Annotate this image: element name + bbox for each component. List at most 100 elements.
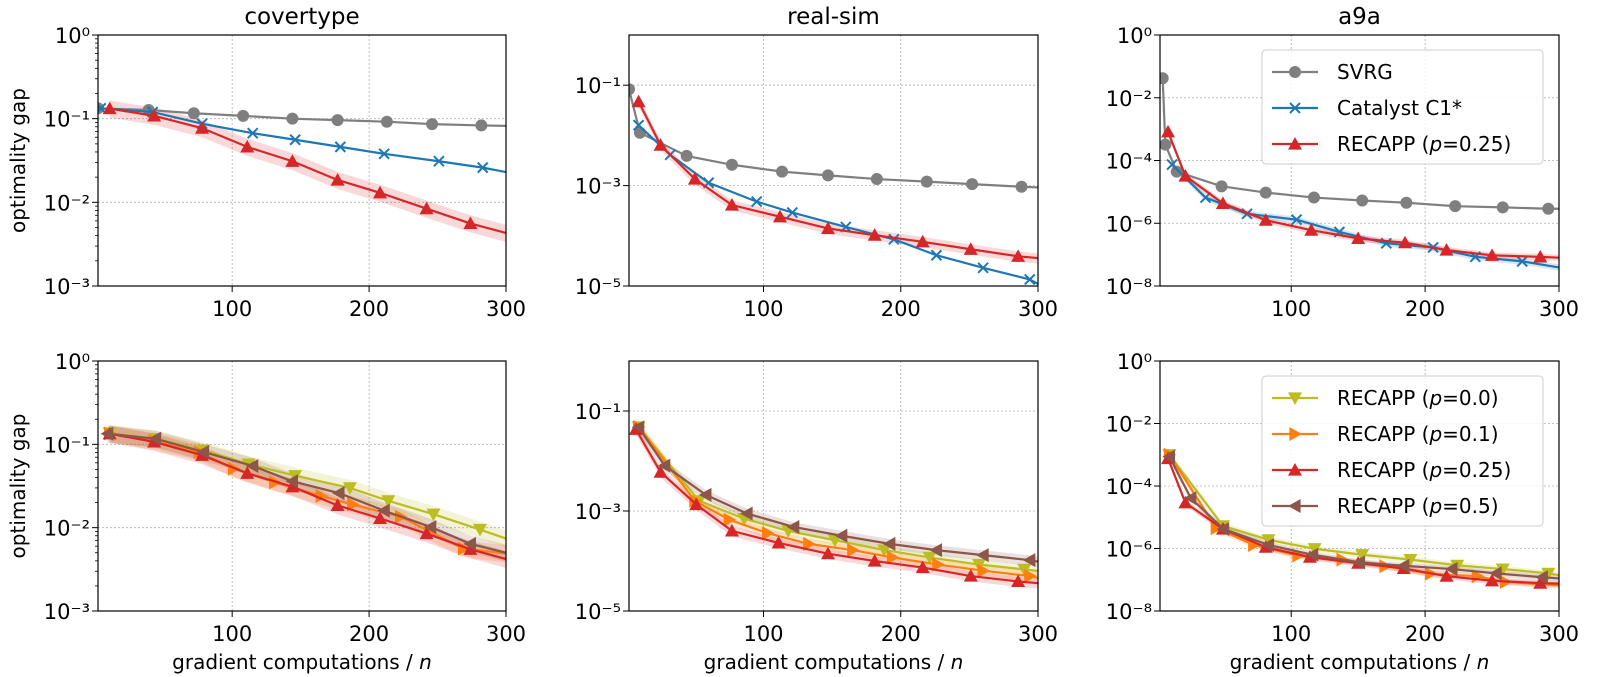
data-point xyxy=(1352,555,1366,570)
data-point xyxy=(1400,196,1413,209)
plot-area xyxy=(629,419,1038,589)
data-point xyxy=(915,234,930,248)
data-point xyxy=(1305,547,1319,562)
data-point xyxy=(477,161,489,174)
data-point xyxy=(821,546,836,560)
data-point xyxy=(632,119,645,131)
y-tick-label: 10⁻¹ xyxy=(44,108,90,132)
data-point xyxy=(102,101,117,115)
legend-label: RECAPP (p=0.0) xyxy=(1337,386,1499,410)
data-point xyxy=(776,165,789,178)
y-tick-label: 10⁻¹ xyxy=(575,400,621,424)
data-point xyxy=(1355,549,1370,562)
data-point xyxy=(1216,522,1230,537)
data-point xyxy=(1535,570,1548,585)
series-line xyxy=(100,107,506,174)
data-point xyxy=(1485,573,1500,587)
data-point xyxy=(963,569,978,582)
data-point xyxy=(196,444,210,459)
subplot-title: a9a xyxy=(1338,4,1381,30)
data-point xyxy=(1178,495,1193,509)
x-tick-label: 100 xyxy=(1271,297,1311,321)
legend-marker xyxy=(1289,102,1301,114)
legend-label: RECAPP (p=0.25) xyxy=(1337,132,1511,156)
axes-frame xyxy=(628,34,1039,287)
y-tick-label: 10⁻⁵ xyxy=(575,600,621,624)
legend-label: RECAPP (p=0.5) xyxy=(1337,494,1499,518)
data-point xyxy=(771,535,786,549)
data-point xyxy=(285,474,299,489)
legend-marker xyxy=(1288,392,1302,405)
y-axis-label: optimality gap xyxy=(6,88,30,233)
series-line xyxy=(637,124,1038,285)
data-point xyxy=(827,534,842,548)
y-tick-label: 10⁻³ xyxy=(575,500,621,524)
legend-marker xyxy=(1288,137,1302,150)
data-point xyxy=(1396,558,1410,573)
data-point xyxy=(653,465,668,478)
data-point xyxy=(963,242,978,255)
data-point xyxy=(1439,569,1454,582)
x-axis-label: gradient computations / n xyxy=(172,650,432,674)
legend-label: Catalyst C1* xyxy=(1337,96,1462,120)
x-tick-label: 200 xyxy=(1405,622,1445,646)
data-point xyxy=(378,148,390,160)
legend-box xyxy=(1261,375,1544,527)
plot-area xyxy=(98,100,506,243)
data-point xyxy=(1022,553,1036,568)
data-point xyxy=(1161,124,1176,138)
data-point xyxy=(762,526,775,541)
data-point xyxy=(285,479,300,493)
subplot-panel-6: 100 200 300 10⁰ 10⁻² 10⁻⁴ 10⁻⁶ 10⁻⁸ gradient com… xyxy=(1106,350,1579,674)
series-recapp-p-0-5- xyxy=(100,426,506,554)
data-point xyxy=(631,94,646,108)
y-tick-label: 10⁻³ xyxy=(44,275,90,299)
data-point xyxy=(1015,180,1028,193)
subplot-panel-5: 100 200 300 10⁻¹ 10⁻³ 10⁻⁵ gradient computatio… xyxy=(575,360,1058,674)
series-catalyst-c1- xyxy=(632,119,1038,286)
data-point xyxy=(1183,491,1197,506)
data-point xyxy=(286,112,299,125)
plot-area xyxy=(629,83,1038,286)
data-point xyxy=(724,198,739,211)
data-point xyxy=(247,127,259,139)
legend-box xyxy=(1261,49,1544,165)
data-point xyxy=(426,508,441,522)
data-point xyxy=(1259,186,1272,199)
data-point xyxy=(377,503,390,518)
series-recapp-p-0-25- xyxy=(1161,124,1559,263)
data-point xyxy=(834,528,848,543)
data-point xyxy=(657,458,671,473)
data-point xyxy=(915,560,930,574)
data-point xyxy=(786,206,799,219)
data-point xyxy=(330,498,345,512)
x-tick-label: 300 xyxy=(486,297,526,321)
plot-area xyxy=(100,424,506,569)
legend-marker xyxy=(1288,499,1301,513)
data-point xyxy=(419,526,434,540)
subplot-title: real-sim xyxy=(787,4,880,30)
data-point xyxy=(629,83,635,96)
x-tick-label: 300 xyxy=(1018,297,1058,321)
y-tick-label: 10⁻² xyxy=(44,191,90,215)
y-tick-label: 10⁻⁴ xyxy=(1106,475,1152,499)
x-tick-label: 200 xyxy=(881,622,921,646)
data-point xyxy=(1024,273,1036,286)
data-point xyxy=(1160,138,1172,151)
x-tick-label: 100 xyxy=(212,297,252,321)
confidence-band-2 xyxy=(109,425,506,569)
data-point xyxy=(463,542,478,555)
data-point xyxy=(725,158,738,171)
data-point xyxy=(1449,200,1462,213)
y-tick-label: 10⁻¹ xyxy=(44,433,90,457)
data-point xyxy=(1541,567,1556,581)
data-point xyxy=(1258,213,1273,226)
data-point xyxy=(331,114,344,127)
data-point xyxy=(977,262,989,274)
subplot-a9a: 100 200 300 10⁰ 10⁻² 10⁻⁴ 10⁻⁶ 10⁻⁸ a9a SVRG Catal… xyxy=(1106,4,1579,321)
data-point xyxy=(870,173,883,186)
data-point xyxy=(821,221,836,235)
data-point xyxy=(463,536,477,551)
data-point xyxy=(1011,249,1026,262)
y-tick-label: 10⁻⁶ xyxy=(1106,212,1152,236)
